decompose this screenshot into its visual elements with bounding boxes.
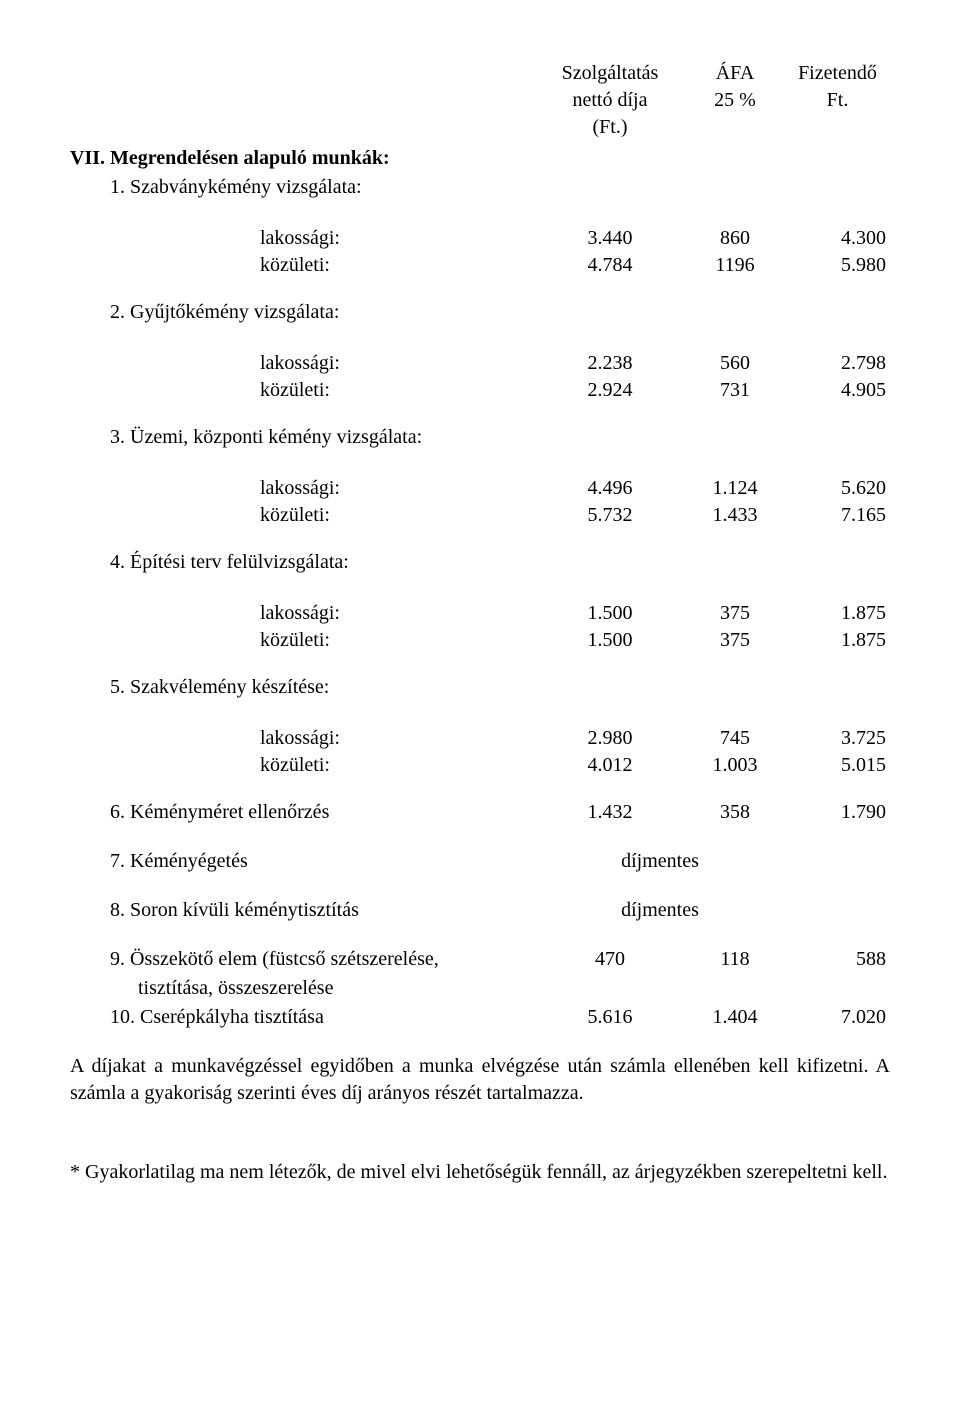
cell-value: 1.500: [535, 627, 685, 654]
cell-value: 375: [685, 600, 785, 627]
header-col-fizetendo: Fizetendő Ft.: [785, 60, 890, 141]
row-9-line1: 9. Összekötő elem (füstcső szétszerelése…: [70, 946, 890, 973]
cell-value: 1.500: [535, 600, 685, 627]
row-label: lakossági:: [70, 225, 535, 252]
item-title-3: 3. Üzemi, központi kémény vizsgálata:: [70, 424, 890, 451]
free-note: díjmentes: [535, 897, 785, 924]
free-note: díjmentes: [535, 848, 785, 875]
header-text: 25 %: [685, 87, 785, 114]
cell-value: 5.620: [785, 475, 890, 502]
item-title-9-l2: tisztítása, összeszerelése: [70, 975, 535, 1002]
header-text: Ft.: [785, 87, 890, 114]
header-col-netto: Szolgáltatás nettó díja (Ft.): [535, 60, 685, 141]
row-label: lakossági:: [70, 600, 535, 627]
row-9-line2: tisztítása, összeszerelése: [70, 975, 890, 1002]
cell-value: 375: [685, 627, 785, 654]
item-title-2: 2. Gyűjtőkémény vizsgálata:: [70, 299, 890, 326]
paragraph-1: A díjakat a munkavégzéssel egyidőben a m…: [70, 1053, 890, 1107]
cell-value: 4.012: [535, 752, 685, 779]
item-title-5: 5. Szakvélemény készítése:: [70, 674, 890, 701]
cell-value: 731: [685, 377, 785, 404]
cell-value: 1.003: [685, 752, 785, 779]
cell-value: 588: [785, 946, 890, 973]
header-text: Szolgáltatás: [535, 60, 685, 87]
cell-value: 3.725: [785, 725, 890, 752]
row-7: 7. Kéményégetés díjmentes: [70, 848, 890, 875]
cell-value: 358: [685, 799, 785, 826]
item-title-7: 7. Kéményégetés: [70, 848, 535, 875]
item-title-8: 8. Soron kívüli kéménytisztítás: [70, 897, 535, 924]
cell-value: 1.875: [785, 600, 890, 627]
row-label: közületi:: [70, 502, 535, 529]
cell-value: 2.238: [535, 350, 685, 377]
row-6: 6. Kéményméret ellenőrzés 1.432 358 1.79…: [70, 799, 890, 826]
cell-value: 4.905: [785, 377, 890, 404]
row-5-lakossagi: lakossági: 2.980 745 3.725: [70, 725, 890, 752]
cell-value: 5.015: [785, 752, 890, 779]
row-4-kozuleti: közületi: 1.500 375 1.875: [70, 627, 890, 654]
cell-value: 4.784: [535, 252, 685, 279]
header-text: ÁFA: [685, 60, 785, 87]
row-10: 10. Cserépkályha tisztítása 5.616 1.404 …: [70, 1004, 890, 1031]
item-title-1: 1. Szabványkémény vizsgálata:: [70, 174, 890, 201]
cell-value: 860: [685, 225, 785, 252]
cell-value: 1.124: [685, 475, 785, 502]
cell-value: 4.300: [785, 225, 890, 252]
cell-value: 470: [535, 946, 685, 973]
header-text: (Ft.): [535, 114, 685, 141]
row-label: közületi:: [70, 627, 535, 654]
row-label: lakossági:: [70, 475, 535, 502]
cell-value: 118: [685, 946, 785, 973]
section-title: VII. Megrendelésen alapuló munkák:: [70, 145, 890, 172]
cell-value: 1.404: [685, 1004, 785, 1031]
item-title-10: 10. Cserépkályha tisztítása: [70, 1004, 535, 1031]
cell-value: 560: [685, 350, 785, 377]
paragraph-2: * Gyakorlatilag ma nem létezők, de mivel…: [70, 1159, 890, 1186]
cell-value: 5.616: [535, 1004, 685, 1031]
row-label: lakossági:: [70, 350, 535, 377]
row-5-kozuleti: közületi: 4.012 1.003 5.015: [70, 752, 890, 779]
cell-value: 7.020: [785, 1004, 890, 1031]
cell-value: 2.924: [535, 377, 685, 404]
item-title-4: 4. Építési terv felülvizsgálata:: [70, 549, 890, 576]
cell-value: 745: [685, 725, 785, 752]
item-title-6: 6. Kéményméret ellenőrzés: [70, 799, 535, 826]
cell-value: 3.440: [535, 225, 685, 252]
cell-value: 1.432: [535, 799, 685, 826]
row-2-kozuleti: közületi: 2.924 731 4.905: [70, 377, 890, 404]
cell-value: 1.875: [785, 627, 890, 654]
cell-value: 4.496: [535, 475, 685, 502]
row-4-lakossagi: lakossági: 1.500 375 1.875: [70, 600, 890, 627]
cell-value: 2.798: [785, 350, 890, 377]
cell-value: 7.165: [785, 502, 890, 529]
row-1-lakossagi: lakossági: 3.440 860 4.300: [70, 225, 890, 252]
cell-value: 1.433: [685, 502, 785, 529]
cell-value: 1196: [685, 252, 785, 279]
header-text: nettó díja: [535, 87, 685, 114]
item-title-9-l1: 9. Összekötő elem (füstcső szétszerelése…: [70, 946, 535, 973]
header-col-afa: ÁFA 25 %: [685, 60, 785, 141]
row-3-lakossagi: lakossági: 4.496 1.124 5.620: [70, 475, 890, 502]
header-text: Fizetendő: [785, 60, 890, 87]
row-8: 8. Soron kívüli kéménytisztítás díjmente…: [70, 897, 890, 924]
cell-value: 2.980: [535, 725, 685, 752]
row-label: lakossági:: [70, 725, 535, 752]
row-label: közületi:: [70, 252, 535, 279]
cell-value: 5.732: [535, 502, 685, 529]
cell-value: 5.980: [785, 252, 890, 279]
row-label: közületi:: [70, 377, 535, 404]
row-3-kozuleti: közületi: 5.732 1.433 7.165: [70, 502, 890, 529]
cell-value: 1.790: [785, 799, 890, 826]
row-label: közületi:: [70, 752, 535, 779]
column-headers: Szolgáltatás nettó díja (Ft.) ÁFA 25 % F…: [70, 60, 890, 141]
row-2-lakossagi: lakossági: 2.238 560 2.798: [70, 350, 890, 377]
row-1-kozuleti: közületi: 4.784 1196 5.980: [70, 252, 890, 279]
